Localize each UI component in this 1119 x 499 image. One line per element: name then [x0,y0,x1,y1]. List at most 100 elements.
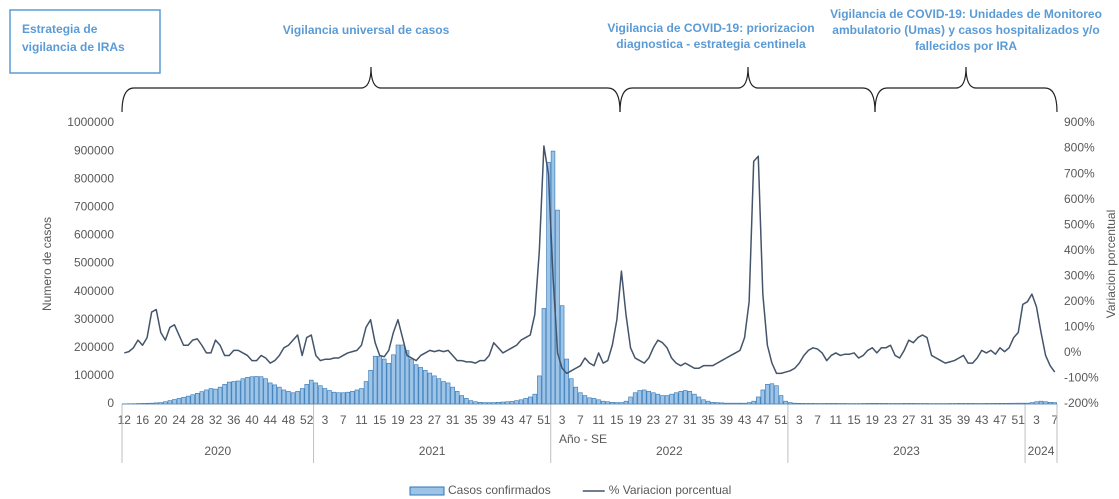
y2-tick-label: -200% [1064,396,1099,410]
x-tick-label: 40 [245,413,259,427]
bar [988,403,994,405]
x-tick-label: 3 [1033,413,1040,427]
y2-tick-label: 400% [1064,243,1095,257]
bar [979,403,984,405]
bar [331,391,337,405]
x-tick-label: 12 [118,413,132,427]
x-tick-label: 51 [1012,413,1026,427]
x-tick-label: 23 [410,413,424,427]
bar [619,402,624,405]
bar [436,378,442,405]
bar [213,388,218,405]
bar [600,400,606,405]
bar [473,401,478,405]
x-tick-label: 7 [340,413,347,427]
x-tick-label: 43 [738,413,752,427]
bar [163,401,168,405]
x-tick-label: 16 [136,413,150,427]
bar [386,362,392,405]
bar [249,376,255,405]
x-tick-label: 19 [866,413,880,427]
bar [714,402,720,405]
x-tick-label: 39 [482,413,496,427]
bar [304,384,309,405]
bar [172,399,177,405]
bar [819,403,825,405]
x-tick-label: 32 [209,413,223,427]
bar [1025,402,1030,405]
bar [888,403,893,405]
bar [683,390,688,405]
bar [486,402,492,405]
bar [290,392,296,405]
x-tick-label: 15 [610,413,624,427]
bar [313,382,319,405]
bar [582,395,588,405]
bar [947,403,953,405]
bar [1016,402,1021,405]
y-tick-label: 400000 [74,284,114,298]
bar [518,399,524,405]
bar [792,402,797,405]
annotation-text: Vigilancia universal de casos [283,23,450,37]
bar [774,385,779,405]
x-tick-label: 36 [227,413,241,427]
bar [787,402,793,405]
bar [1052,402,1057,405]
bar [1002,402,1007,405]
bar [254,376,259,405]
bar [815,403,820,405]
bar [746,402,752,405]
x-tick-label: 19 [391,413,405,427]
bar [158,402,163,405]
year-label: 2020 [204,444,231,458]
x-tick-label: 19 [628,413,642,427]
bar [404,350,410,405]
strategy-box [9,9,161,74]
bar [236,380,241,405]
y-tick-label: 300000 [74,312,114,326]
x-tick-label: 52 [300,413,314,427]
bar [870,403,875,405]
bar [614,402,620,405]
bar [468,400,474,405]
bar [1034,401,1039,405]
y2-tick-label: 800% [1064,141,1095,155]
bar [559,305,565,405]
bar [710,402,715,405]
bar [509,401,515,405]
bar [860,403,866,405]
bar [140,403,145,405]
bar [464,398,469,405]
bar [445,382,451,405]
bar [409,358,414,405]
bar [322,388,328,405]
bar [974,403,980,405]
x-tick-label: 31 [446,413,460,427]
x-tick-label: 47 [756,413,770,427]
box-text: Estrategia de [22,22,98,36]
x-tick-label: 51 [537,413,551,427]
bar [167,400,173,405]
bar [756,396,761,405]
bar [724,402,729,405]
bar [660,395,665,405]
bar [993,403,998,405]
bar [956,403,962,405]
bar [226,381,232,405]
bar [181,396,186,405]
x-tick-label: 3 [322,413,329,427]
bar [769,383,775,405]
bar [231,381,236,405]
bar [778,395,784,405]
bar [997,403,1003,405]
bar [309,379,314,405]
x-tick-label: 47 [993,413,1007,427]
bar [687,391,693,405]
bar [382,358,387,405]
y2-tick-label: 200% [1064,294,1095,308]
bar [591,398,597,405]
bar [824,403,829,405]
bar [400,344,405,405]
